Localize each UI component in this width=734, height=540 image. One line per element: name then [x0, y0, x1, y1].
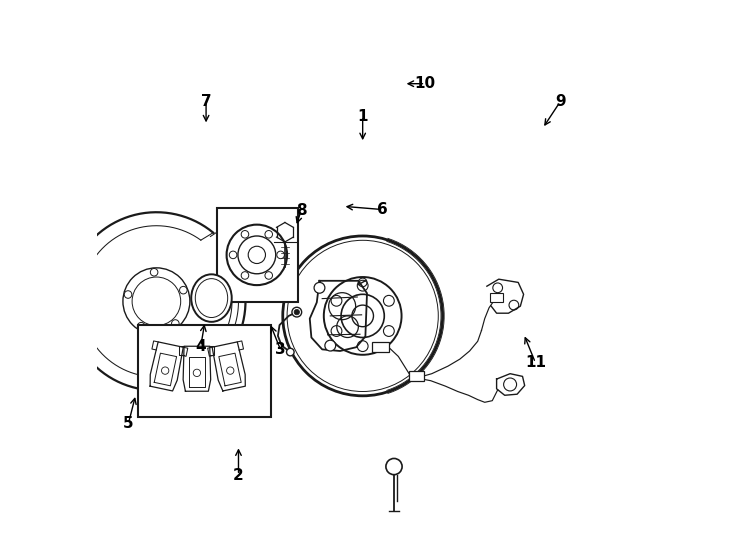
Circle shape — [357, 341, 368, 352]
Text: 9: 9 — [555, 94, 566, 109]
Circle shape — [241, 231, 249, 238]
Bar — [409, 371, 424, 381]
Circle shape — [286, 348, 294, 356]
Circle shape — [241, 272, 249, 279]
Text: 10: 10 — [415, 76, 436, 91]
Circle shape — [137, 322, 145, 330]
Text: 7: 7 — [201, 94, 211, 109]
Bar — [372, 342, 388, 352]
Text: 3: 3 — [275, 342, 286, 357]
Text: 1: 1 — [357, 109, 368, 124]
Circle shape — [314, 282, 325, 293]
Circle shape — [383, 326, 394, 336]
Circle shape — [357, 280, 368, 291]
Circle shape — [265, 272, 272, 279]
Circle shape — [325, 340, 335, 351]
Text: 11: 11 — [525, 355, 546, 370]
Bar — [137, 325, 272, 417]
Circle shape — [180, 286, 187, 294]
Circle shape — [150, 268, 158, 276]
Text: 8: 8 — [296, 203, 306, 218]
Ellipse shape — [192, 274, 232, 322]
Circle shape — [248, 246, 266, 264]
Circle shape — [331, 326, 342, 336]
Circle shape — [383, 295, 394, 306]
Circle shape — [294, 309, 299, 315]
Bar — [217, 208, 298, 302]
Circle shape — [292, 307, 302, 317]
Circle shape — [172, 320, 179, 327]
Circle shape — [277, 251, 284, 259]
Text: 4: 4 — [195, 339, 206, 354]
Circle shape — [193, 369, 200, 376]
Circle shape — [229, 251, 237, 259]
Circle shape — [124, 291, 132, 298]
Circle shape — [331, 295, 342, 306]
Circle shape — [265, 231, 272, 238]
Text: 6: 6 — [377, 202, 388, 217]
Circle shape — [161, 367, 169, 374]
Text: 2: 2 — [233, 468, 244, 483]
Bar — [490, 293, 503, 302]
Circle shape — [227, 367, 234, 374]
Text: 5: 5 — [123, 416, 134, 431]
